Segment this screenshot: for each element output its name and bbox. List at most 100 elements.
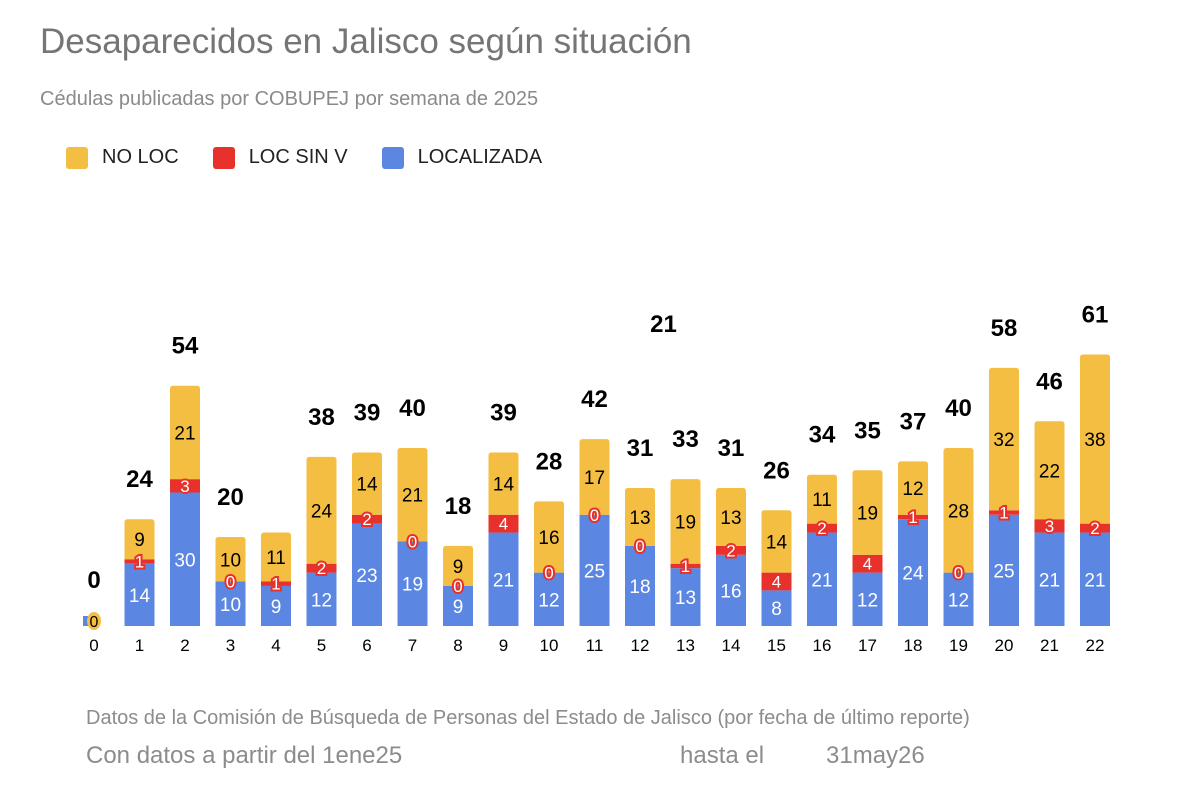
- value-label-localizada: 16: [720, 581, 741, 602]
- total-label: 24: [126, 466, 153, 493]
- bar-segment-localizada: [261, 585, 291, 626]
- bar-segment-no-loc: [807, 474, 837, 524]
- bar-segment-no-loc: [488, 452, 519, 515]
- bar-segment-no-loc: [716, 488, 746, 546]
- bar-segment-loc-sin-v: [306, 563, 337, 573]
- total-label: 37: [900, 408, 927, 435]
- bar-segment-no-loc: [579, 439, 610, 515]
- value-label-loc-sin-v: 4: [772, 573, 781, 592]
- value-label-localizada: 21: [1084, 570, 1105, 591]
- value-label-localizada: 21: [811, 570, 832, 591]
- bar-segment-localizada: [716, 554, 746, 626]
- value-label-no-loc: 32: [993, 430, 1014, 451]
- x-tick-label: 7: [408, 636, 417, 655]
- bar-segment-no-loc: [397, 448, 428, 542]
- value-label-loc-sin-v: 0: [590, 506, 599, 525]
- total-label: 40: [945, 395, 972, 422]
- value-label-localizada: 25: [993, 561, 1014, 582]
- value-label-localizada: 30: [174, 550, 195, 571]
- bar-segment-localizada: [397, 541, 428, 626]
- chart-legend: NO LOC LOC SIN V LOCALIZADA: [66, 146, 576, 169]
- value-label-no-loc: 28: [948, 501, 969, 522]
- value-label-loc-sin-v: 0: [453, 577, 462, 596]
- total-label: 31: [627, 435, 654, 462]
- value-label-no-loc: 16: [538, 528, 559, 549]
- bar-segment-loc-sin-v: [352, 514, 382, 524]
- legend-item-localizada: LOCALIZADA: [381, 146, 543, 169]
- value-label-no-loc: 19: [857, 504, 878, 525]
- legend-label-loc-sin-v: LOC SIN V: [248, 146, 348, 168]
- value-label-localizada: 19: [402, 575, 423, 596]
- x-tick-label: 9: [499, 636, 508, 655]
- value-label-no-loc: 13: [629, 508, 650, 529]
- x-tick-label: 20: [995, 636, 1014, 655]
- x-tick-label: 16: [813, 636, 832, 655]
- bar-segment-localizada: [579, 514, 610, 626]
- bar-segment-no-loc: [1034, 421, 1065, 520]
- legend-label-localizada: LOCALIZADA: [417, 146, 543, 168]
- value-label-no-loc: 19: [675, 512, 696, 533]
- value-label-loc-sin-v: 1: [681, 557, 690, 576]
- bar-segment-localizada: [670, 568, 701, 626]
- value-label-no-loc: 38: [1084, 430, 1105, 451]
- value-label-loc-sin-v: 2: [362, 510, 371, 529]
- legend-item-no-loc: NO LOC: [66, 146, 179, 169]
- total-label: 34: [809, 422, 836, 449]
- bar-segment-loc-sin-v: [716, 545, 746, 555]
- bar-segment-localizada: [1080, 532, 1110, 626]
- value-label-loc-sin-v: 0: [635, 537, 644, 556]
- value-label-localizada: 21: [1039, 570, 1060, 591]
- legend-swatch-loc-sin-v: [212, 146, 235, 169]
- bar-segment-no-loc: [1080, 354, 1110, 524]
- bar-segment-localizada: [989, 514, 1019, 626]
- bar-segment-localizada: [625, 545, 655, 626]
- value-label-no-loc: 21: [402, 486, 423, 507]
- bar-segment-localizada: [170, 492, 200, 626]
- value-label-no-loc: 22: [1039, 461, 1060, 482]
- bar-segment-loc-sin-v: [852, 554, 883, 573]
- value-label-no-loc: 11: [266, 548, 286, 569]
- x-tick-label: 11: [586, 636, 604, 655]
- x-tick-label: 3: [226, 636, 235, 655]
- x-tick-label: 13: [676, 636, 695, 655]
- value-label-loc-sin-v: 0: [226, 573, 235, 592]
- total-label: 58: [991, 315, 1018, 342]
- bar-segment-localizada: [943, 572, 974, 626]
- bar-segment-no-loc: [852, 470, 883, 555]
- value-label-loc-sin-v: 3: [1045, 517, 1054, 536]
- total-label: 54: [172, 333, 199, 360]
- value-label-no-loc: 14: [493, 475, 515, 496]
- bar-segment-no-loc: [170, 385, 200, 480]
- x-tick-label: 5: [317, 636, 326, 655]
- bar-segment-no-loc: [352, 452, 382, 515]
- legend-swatch-localizada: [381, 146, 404, 169]
- total-label: 38: [308, 404, 335, 431]
- value-label-loc-sin-v: 2: [1090, 519, 1099, 538]
- total-label: 39: [354, 399, 381, 426]
- x-tick-label: 19: [949, 636, 968, 655]
- total-label: 31: [718, 435, 745, 462]
- value-label-loc-sin-v: 3: [180, 477, 189, 496]
- value-label-localizada: 21: [493, 570, 514, 591]
- date-range-until-label: hasta el: [680, 742, 765, 769]
- value-label-no-loc: 9: [453, 557, 464, 578]
- bar-segment-no-loc: [989, 367, 1019, 511]
- x-tick-label: 1: [135, 636, 144, 655]
- bar-segment-loc-sin-v: [1034, 519, 1065, 533]
- legend-item-loc-sin-v: LOC SIN V: [212, 146, 348, 169]
- value-label-no-loc: 14: [356, 475, 378, 496]
- bar-segment-loc-sin-v: [807, 523, 837, 533]
- value-label-localizada: 10: [220, 595, 241, 616]
- total-label: 39: [490, 399, 517, 426]
- x-tick-label: 17: [858, 636, 877, 655]
- bar-segment-localizada: [852, 572, 883, 626]
- total-label: 20: [217, 484, 244, 511]
- value-label-localizada: 18: [629, 577, 650, 598]
- bar-segment-no-loc: [306, 456, 337, 564]
- value-label-loc-sin-v: 1: [908, 508, 917, 527]
- bar-segment-loc-sin-v: [261, 581, 291, 586]
- value-label-localizada: 24: [902, 564, 924, 585]
- bar-segment-localizada: [443, 585, 473, 626]
- total-label: 33: [672, 426, 699, 453]
- bar-segment-loc-sin-v: [1080, 523, 1110, 533]
